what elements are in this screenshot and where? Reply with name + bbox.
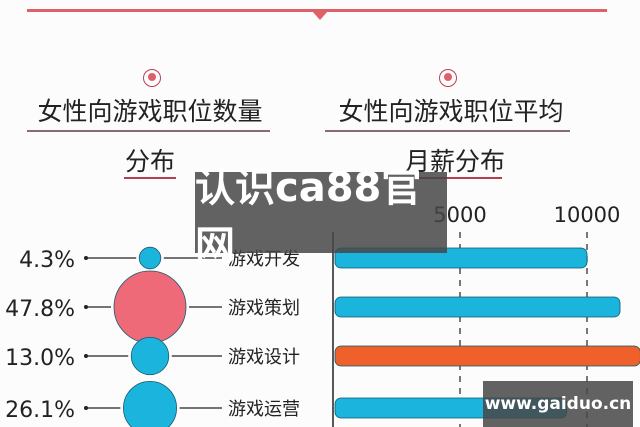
leader-dot — [84, 406, 88, 410]
tick-label: 10000 — [554, 203, 621, 227]
bubble — [113, 270, 187, 344]
salary-bar — [334, 247, 588, 269]
right-title-line2: 月薪分布 — [404, 147, 505, 176]
corner-watermark: www.gaiduo.cn — [483, 381, 633, 427]
left-title-underline — [27, 130, 270, 132]
leader-dot — [84, 256, 88, 260]
salary-bar — [334, 296, 621, 318]
percent-label: 26.1% — [5, 398, 75, 423]
category-label: 游戏策划 — [228, 298, 300, 319]
location-pin-icon — [439, 69, 457, 87]
center-watermark: 认识ca88官网 — [195, 165, 447, 269]
leader-dot — [84, 354, 88, 358]
percent-label: 13.0% — [5, 346, 75, 371]
bubble — [138, 246, 162, 270]
leader-dot — [84, 305, 88, 309]
bubble — [130, 336, 170, 376]
bubble — [123, 381, 177, 427]
salary-bar — [334, 345, 640, 367]
left-title-underline2 — [124, 177, 176, 179]
left-title-line1: 女性向游戏职位数量 — [37, 97, 263, 126]
right-title-line1: 女性向游戏职位平均 — [338, 97, 564, 126]
category-label: 游戏开发 — [228, 249, 300, 270]
header-divider — [27, 9, 607, 12]
right-title-underline2 — [399, 177, 502, 179]
percent-label: 47.8% — [5, 297, 75, 322]
left-title-line2: 分布 — [124, 147, 175, 176]
category-label: 游戏设计 — [228, 347, 300, 368]
location-pin-icon — [143, 69, 161, 87]
percent-label: 4.3% — [19, 248, 75, 273]
right-title-underline — [325, 130, 570, 132]
category-label: 游戏运营 — [228, 399, 300, 420]
header-pointer — [312, 11, 328, 20]
